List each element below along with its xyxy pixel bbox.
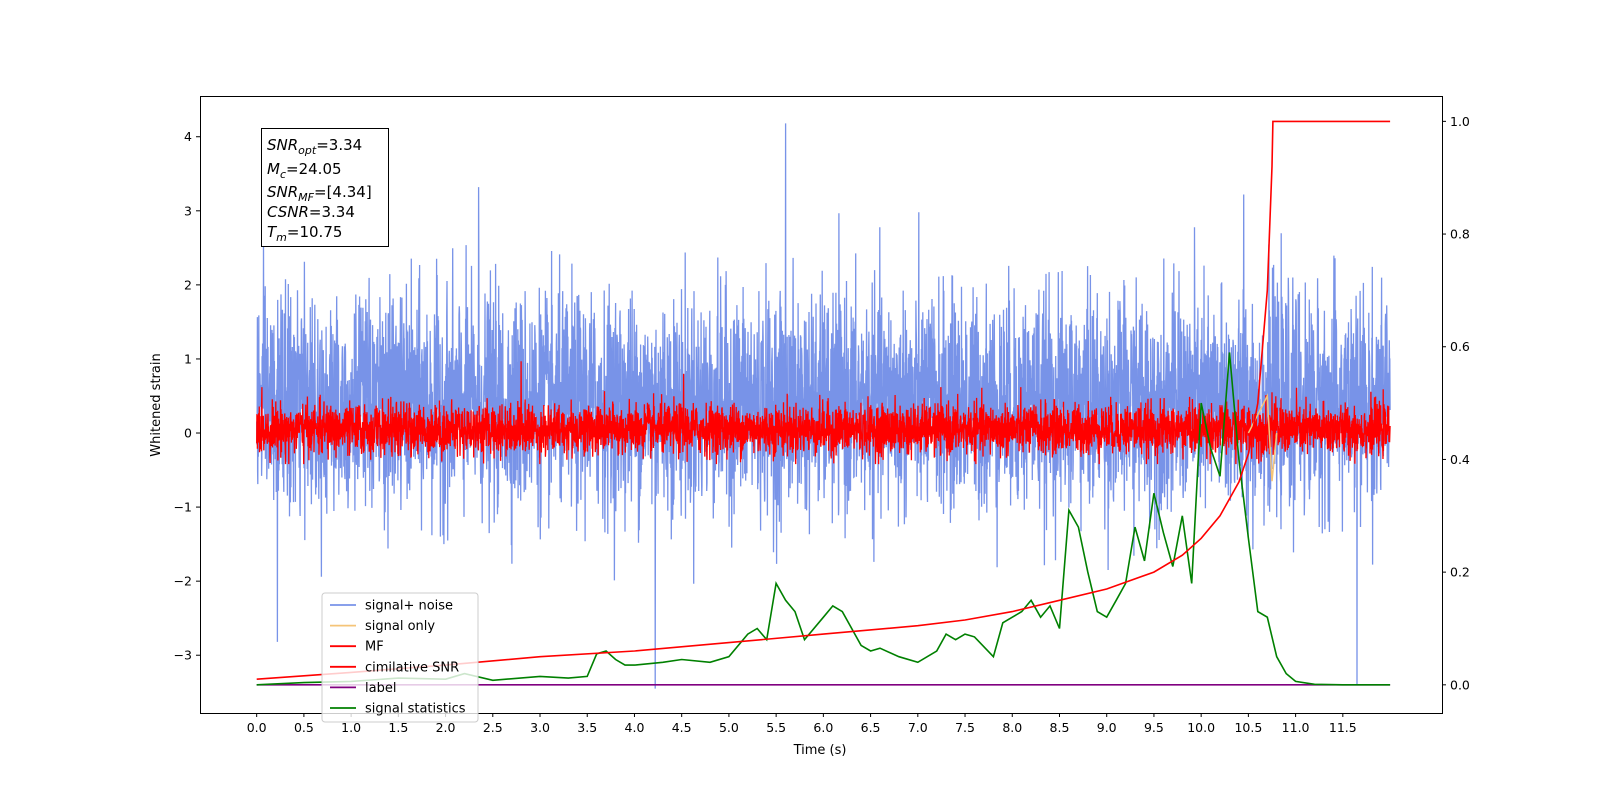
x-tick-label: 1.0 xyxy=(341,720,361,735)
y-left-tick-label: −2 xyxy=(174,574,192,589)
y-axis-label: Whitened strain xyxy=(149,353,164,456)
legend-label: signal only xyxy=(365,619,435,634)
legend-label: cimilative SNR xyxy=(365,660,459,675)
x-tick-label: 9.0 xyxy=(1097,720,1117,735)
x-tick-label: 8.5 xyxy=(1050,720,1070,735)
x-tick-label: 10.5 xyxy=(1234,720,1262,735)
x-tick-label: 6.0 xyxy=(813,720,833,735)
annotation-tm: Tm=10.75 xyxy=(267,223,342,244)
x-axis: 0.0 0.5 1.0 1.5 2.0 2.5 3.0 3.5 4.0 4.5 5.0 5.5 6.0 6… xyxy=(247,713,1357,735)
annotation-snr-mf: SNRMF=[4.34] xyxy=(267,183,372,204)
legend-frame xyxy=(321,592,479,723)
x-tick-label: 4.0 xyxy=(625,720,645,735)
y-left-tick-label: −1 xyxy=(174,500,192,515)
x-tick-label: 5.0 xyxy=(719,720,739,735)
series-signal-only xyxy=(1247,393,1278,482)
plot-frame xyxy=(200,96,1443,714)
legend-label: MF xyxy=(365,640,384,655)
x-axis-label: Time (s) xyxy=(793,743,847,758)
y-right-tick-label: 0.0 xyxy=(1450,677,1470,692)
x-tick-label: 1.5 xyxy=(388,720,408,735)
legend-label: signal statistics xyxy=(365,702,466,717)
legend: signal+ noise signal only MF cimilative SNR… xyxy=(321,592,479,723)
series-mf xyxy=(256,361,1391,465)
series-signal-statistics xyxy=(256,352,1391,686)
y-right-tick-label: 0.4 xyxy=(1450,452,1470,467)
series-signal-noise xyxy=(256,123,1391,689)
annotation-box: SNRopt=3.34 Mc=24.05 SNRMF=[4.34] CSNR=3… xyxy=(261,128,389,247)
x-tick-label: 7.5 xyxy=(955,720,975,735)
x-tick-label: 0.0 xyxy=(247,720,267,735)
y-right-tick-label: 0.8 xyxy=(1450,227,1470,242)
x-tick-label: 2.0 xyxy=(436,720,456,735)
y-axis-right: 1.0 0.8 0.6 0.4 0.2 0.0 xyxy=(1442,114,1470,692)
x-tick-label: 10.0 xyxy=(1187,720,1215,735)
y-left-tick-label: 1 xyxy=(184,351,192,366)
y-left-tick-label: 2 xyxy=(184,277,192,292)
legend-label: signal+ noise xyxy=(365,599,453,614)
y-left-tick-label: 0 xyxy=(184,426,192,441)
y-left-tick-label: 3 xyxy=(184,203,192,218)
legend-label: label xyxy=(365,681,396,696)
y-left-tick-label: 4 xyxy=(184,129,192,144)
x-tick-label: 9.5 xyxy=(1144,720,1164,735)
y-right-tick-label: 1.0 xyxy=(1450,114,1470,129)
y-left-tick-label: −3 xyxy=(174,648,192,663)
x-tick-label: 4.5 xyxy=(672,720,692,735)
x-tick-label: 0.5 xyxy=(294,720,314,735)
annotation-csnr: CSNR=3.34 xyxy=(267,203,355,221)
y-right-tick-label: 0.6 xyxy=(1450,339,1470,354)
annotation-mc: Mc=24.05 xyxy=(267,160,342,181)
x-tick-label: 11.5 xyxy=(1329,720,1357,735)
x-tick-label: 2.5 xyxy=(483,720,503,735)
x-tick-label: 7.0 xyxy=(908,720,928,735)
x-tick-label: 5.5 xyxy=(766,720,786,735)
y-right-tick-label: 0.2 xyxy=(1450,565,1470,580)
x-tick-label: 3.5 xyxy=(577,720,597,735)
x-tick-label: 3.0 xyxy=(530,720,550,735)
x-tick-label: 8.0 xyxy=(1002,720,1022,735)
series-cumulative-snr xyxy=(256,120,1391,680)
x-tick-label: 11.0 xyxy=(1282,720,1310,735)
x-tick-label: 6.5 xyxy=(861,720,881,735)
annotation-snr-opt: SNRopt=3.34 xyxy=(267,136,362,157)
y-axis-left: 4 3 2 1 0 −1 −2 −3 xyxy=(174,129,200,663)
annotation-frame xyxy=(261,128,389,247)
